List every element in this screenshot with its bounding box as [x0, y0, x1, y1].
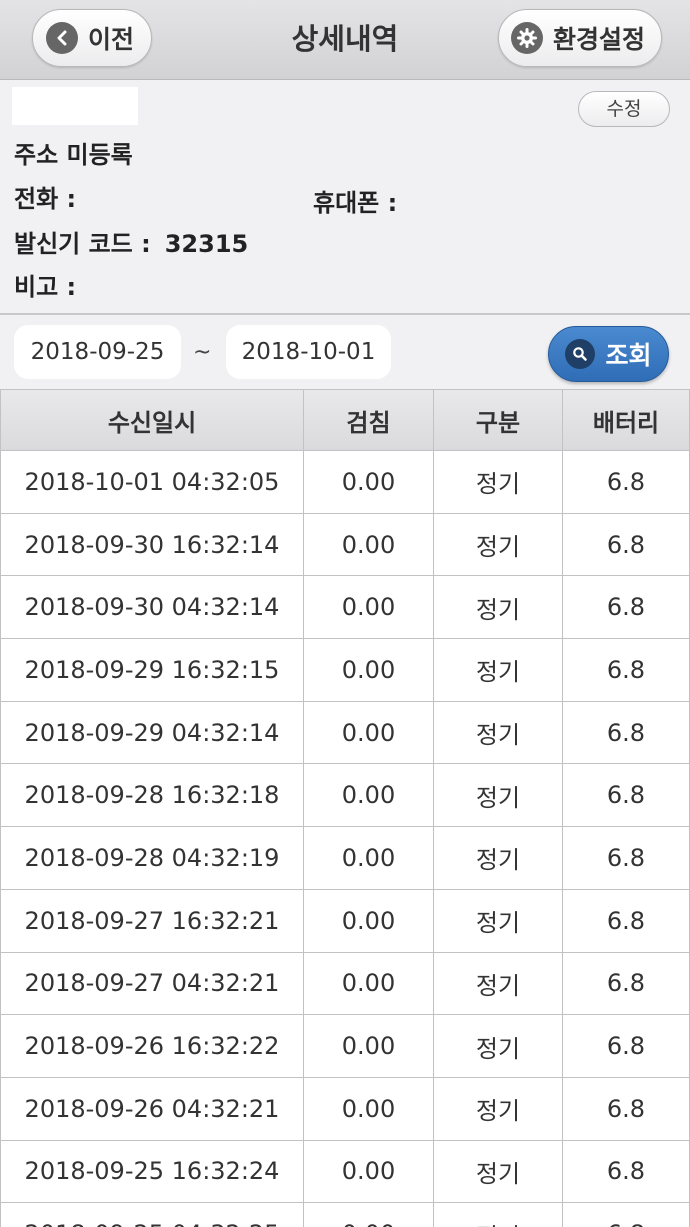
- column-header-received-time: 수신일시: [0, 389, 304, 451]
- customer-name-field: [12, 87, 138, 125]
- settings-button[interactable]: 환경설정: [498, 9, 662, 67]
- type-cell: 정기: [434, 1203, 563, 1227]
- battery-cell: 6.8: [563, 701, 690, 765]
- reading-cell: 0.00: [304, 1140, 434, 1204]
- search-icon: [565, 339, 596, 369]
- reading-cell: 0.00: [304, 1077, 434, 1141]
- phone-label: 전화 :: [14, 185, 77, 213]
- received-time-cell: 2018-09-25 04:32:25: [0, 1203, 304, 1227]
- received-time-cell: 2018-09-25 16:32:24: [0, 1140, 304, 1204]
- received-time-cell: 2018-09-29 04:32:14: [0, 701, 304, 765]
- column-header-battery: 배터리: [563, 389, 690, 451]
- battery-cell: 6.8: [563, 1077, 690, 1141]
- battery-cell: 6.8: [563, 827, 690, 890]
- received-time-cell: 2018-09-28 16:32:18: [0, 764, 304, 828]
- type-cell: 정기: [434, 513, 563, 577]
- search-button[interactable]: 조회: [548, 326, 669, 382]
- received-time-cell: 2018-09-29 16:32:15: [0, 639, 304, 702]
- table-header-row: 수신일시 검침 구분 배터리: [0, 389, 690, 451]
- type-cell: 정기: [434, 952, 563, 1016]
- reading-cell: 0.00: [304, 952, 434, 1016]
- table-row[interactable]: 2018-09-27 04:32:21 0.00 정기 6.8: [0, 952, 690, 1016]
- transmitter-code-label: 발신기 코드 :: [14, 230, 151, 258]
- type-cell: 정기: [434, 827, 563, 890]
- reading-cell: 0.00: [304, 513, 434, 577]
- battery-cell: 6.8: [563, 764, 690, 828]
- reading-cell: 0.00: [304, 889, 434, 953]
- received-time-cell: 2018-09-26 16:32:22: [0, 1015, 304, 1078]
- back-button[interactable]: 이전: [32, 9, 152, 67]
- header-bar: 상세내역 이전 환경설정: [0, 0, 690, 80]
- received-time-cell: 2018-09-30 16:32:14: [0, 513, 304, 577]
- battery-cell: 6.8: [563, 451, 690, 514]
- table-row[interactable]: 2018-10-01 04:32:05 0.00 정기 6.8: [0, 451, 690, 514]
- reading-cell: 0.00: [304, 1203, 434, 1227]
- address-text: 주소 미등록: [14, 141, 133, 169]
- table-row[interactable]: 2018-09-26 04:32:21 0.00 정기 6.8: [0, 1077, 690, 1141]
- reading-cell: 0.00: [304, 827, 434, 890]
- table-row[interactable]: 2018-09-30 16:32:14 0.00 정기 6.8: [0, 513, 690, 577]
- type-cell: 정기: [434, 1140, 563, 1204]
- history-table: 수신일시 검침 구분 배터리 2018-10-01 04:32:05 0.00 정기…: [0, 389, 690, 1227]
- received-time-cell: 2018-09-27 04:32:21: [0, 952, 304, 1016]
- mobile-label: 휴대폰 :: [313, 189, 398, 217]
- type-cell: 정기: [434, 1077, 563, 1141]
- battery-cell: 6.8: [563, 1203, 690, 1227]
- reading-cell: 0.00: [304, 576, 434, 640]
- settings-button-label: 환경설정: [553, 25, 646, 54]
- received-time-cell: 2018-09-27 16:32:21: [0, 889, 304, 953]
- column-header-type: 구분: [434, 389, 563, 451]
- battery-cell: 6.8: [563, 889, 690, 953]
- table-row[interactable]: 2018-09-28 04:32:19 0.00 정기 6.8: [0, 827, 690, 890]
- battery-cell: 6.8: [563, 1140, 690, 1204]
- table-row[interactable]: 2018-09-26 16:32:22 0.00 정기 6.8: [0, 1015, 690, 1078]
- type-cell: 정기: [434, 451, 563, 514]
- reading-cell: 0.00: [304, 1015, 434, 1078]
- battery-cell: 6.8: [563, 513, 690, 577]
- battery-cell: 6.8: [563, 639, 690, 702]
- reading-cell: 0.00: [304, 764, 434, 828]
- received-time-cell: 2018-09-26 04:32:21: [0, 1077, 304, 1141]
- battery-cell: 6.8: [563, 1015, 690, 1078]
- gear-icon: [511, 22, 543, 54]
- table-row[interactable]: 2018-09-29 04:32:14 0.00 정기 6.8: [0, 701, 690, 765]
- customer-info: 수정 주소 미등록 전화 : 휴대폰 : 발신기 코드 : 32315 비고 :: [0, 81, 690, 314]
- transmitter-code-value: 32315: [164, 230, 249, 258]
- edit-button[interactable]: 수정: [578, 91, 670, 127]
- type-cell: 정기: [434, 701, 563, 765]
- page-title: 상세내역: [291, 22, 399, 56]
- date-separator: ~: [193, 340, 212, 365]
- section-divider: [0, 313, 690, 315]
- battery-cell: 6.8: [563, 576, 690, 640]
- table-row[interactable]: 2018-09-27 16:32:21 0.00 정기 6.8: [0, 889, 690, 953]
- type-cell: 정기: [434, 764, 563, 828]
- battery-cell: 6.8: [563, 952, 690, 1016]
- table-body: 2018-10-01 04:32:05 0.00 정기 6.8 2018-09-30 1…: [0, 451, 690, 1227]
- column-header-reading: 검침: [304, 389, 434, 451]
- type-cell: 정기: [434, 639, 563, 702]
- table-row[interactable]: 2018-09-28 16:32:18 0.00 정기 6.8: [0, 764, 690, 828]
- received-time-cell: 2018-09-28 04:32:19: [0, 827, 304, 890]
- reading-cell: 0.00: [304, 639, 434, 702]
- back-button-label: 이전: [88, 25, 135, 54]
- end-date-input[interactable]: 2018-10-01: [226, 325, 391, 379]
- table-row[interactable]: 2018-09-30 04:32:14 0.00 정기 6.8: [0, 576, 690, 640]
- type-cell: 정기: [434, 1015, 563, 1078]
- received-time-cell: 2018-09-30 04:32:14: [0, 576, 304, 640]
- type-cell: 정기: [434, 576, 563, 640]
- search-button-label: 조회: [605, 341, 652, 370]
- start-date-input[interactable]: 2018-09-25: [14, 325, 181, 379]
- note-label: 비고 :: [14, 273, 77, 301]
- table-row[interactable]: 2018-09-29 16:32:15 0.00 정기 6.8: [0, 639, 690, 702]
- table-row[interactable]: 2018-09-25 16:32:24 0.00 정기 6.8: [0, 1140, 690, 1204]
- chevron-left-icon: [46, 22, 78, 54]
- received-time-cell: 2018-10-01 04:32:05: [0, 451, 304, 514]
- transmitter-code: 발신기 코드 : 32315: [14, 224, 248, 259]
- reading-cell: 0.00: [304, 701, 434, 765]
- reading-cell: 0.00: [304, 451, 434, 514]
- type-cell: 정기: [434, 889, 563, 953]
